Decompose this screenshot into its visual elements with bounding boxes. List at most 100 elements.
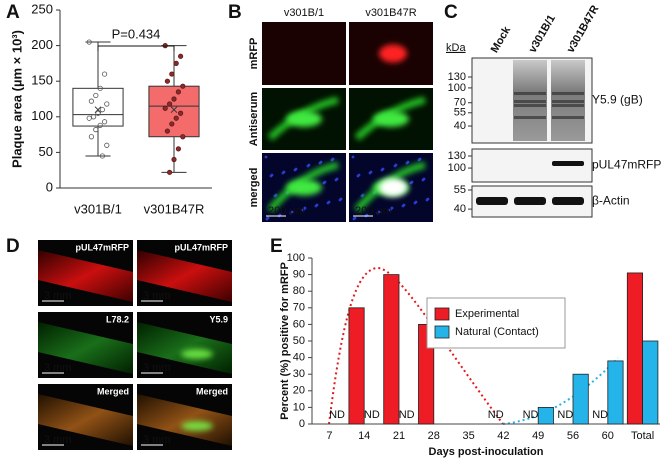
nucleus bbox=[274, 193, 278, 197]
x-tick-label: 35 bbox=[462, 430, 474, 442]
data-point bbox=[164, 78, 170, 84]
tissue bbox=[38, 322, 133, 374]
y-tick-label: 150 bbox=[31, 73, 53, 88]
x-tick-label: 14 bbox=[358, 430, 370, 442]
scale-label: 200 µm bbox=[355, 205, 392, 217]
nucleus bbox=[294, 167, 298, 171]
panel-label: C bbox=[444, 2, 458, 23]
band bbox=[514, 100, 546, 103]
data-point bbox=[162, 105, 168, 111]
y-axis-title: Plaque area (µm × 10³) bbox=[9, 30, 24, 168]
micrograph bbox=[262, 22, 346, 85]
marker-label: 40 bbox=[454, 203, 466, 215]
bar bbox=[642, 340, 659, 425]
nucleus bbox=[264, 155, 268, 159]
unit-label: kDa bbox=[446, 42, 466, 54]
micrograph bbox=[349, 22, 433, 85]
bar bbox=[626, 272, 644, 425]
value-label: ND bbox=[364, 409, 380, 421]
nucleus bbox=[414, 200, 418, 204]
data-point bbox=[104, 101, 110, 107]
y-tick-label: 90 bbox=[293, 269, 305, 281]
data-point bbox=[91, 114, 97, 120]
nucleus bbox=[390, 206, 394, 210]
value-label: ND bbox=[523, 409, 539, 421]
nucleus bbox=[270, 173, 274, 177]
data-point bbox=[88, 134, 95, 140]
micrograph bbox=[349, 153, 433, 222]
nucleus bbox=[406, 160, 410, 164]
band bbox=[514, 116, 546, 119]
band bbox=[552, 161, 584, 166]
y-tick-label: 70 bbox=[293, 302, 305, 314]
micrograph bbox=[262, 153, 346, 222]
panel-label: B bbox=[228, 2, 242, 23]
y-tick-label: 0 bbox=[299, 418, 305, 430]
scale-label: 3 mm bbox=[143, 362, 171, 374]
marker-label: 55 bbox=[454, 184, 466, 196]
nucleus bbox=[323, 180, 327, 184]
band bbox=[552, 100, 584, 103]
data-point bbox=[93, 92, 99, 99]
data-point bbox=[97, 85, 103, 91]
data-point bbox=[88, 98, 95, 104]
nucleus bbox=[418, 157, 422, 161]
y-tick-label: 80 bbox=[293, 285, 305, 297]
bar bbox=[607, 360, 624, 425]
x-tick-label: 42 bbox=[497, 430, 509, 442]
tissue bbox=[38, 394, 133, 446]
marker-label: 130 bbox=[448, 71, 466, 83]
x-tick-label: v301B47R bbox=[144, 201, 205, 216]
image-label: L78.2 bbox=[106, 314, 129, 324]
column-header: v301B/1 bbox=[284, 7, 324, 19]
legend-box bbox=[426, 297, 566, 349]
bar bbox=[537, 406, 554, 425]
data-point bbox=[167, 169, 173, 175]
band bbox=[514, 104, 546, 107]
nucleus bbox=[282, 170, 286, 174]
lane-label: v301B47R bbox=[565, 3, 602, 55]
lane-label: v301B/1 bbox=[527, 13, 558, 55]
nucleus bbox=[331, 157, 335, 161]
band bbox=[552, 197, 584, 205]
nucleus bbox=[290, 210, 294, 214]
green-signal bbox=[181, 349, 213, 359]
nucleus bbox=[410, 180, 414, 184]
x-tick-label: 21 bbox=[393, 430, 405, 442]
blot-label: β-Actin bbox=[592, 194, 630, 208]
value-label: ND bbox=[592, 409, 608, 421]
marker-label: 40 bbox=[454, 120, 466, 132]
scale-label: 3 mm bbox=[143, 434, 171, 446]
nucleus bbox=[394, 163, 398, 167]
y-tick-label: 250 bbox=[31, 1, 53, 16]
x-tick-label: 56 bbox=[567, 430, 579, 442]
mean-marker bbox=[170, 106, 178, 114]
data-point bbox=[102, 71, 108, 77]
nucleus bbox=[369, 170, 373, 174]
data-point bbox=[175, 146, 181, 152]
band bbox=[514, 197, 546, 205]
band bbox=[552, 104, 584, 107]
legend-label: Natural (Contact) bbox=[455, 326, 539, 338]
micrograph bbox=[349, 88, 433, 150]
legend-swatch bbox=[434, 307, 450, 321]
marker-label: 55 bbox=[454, 107, 466, 119]
value-label: ND bbox=[488, 409, 504, 421]
data-point bbox=[104, 142, 110, 148]
data-point bbox=[97, 122, 103, 128]
tissue bbox=[137, 322, 232, 374]
image-label: Merged bbox=[97, 386, 129, 396]
significance-bracket bbox=[97, 45, 175, 51]
nucleus bbox=[351, 155, 355, 159]
tissue bbox=[137, 250, 232, 302]
marker-label: 100 bbox=[448, 82, 466, 94]
row-label: Antiserum bbox=[248, 92, 260, 147]
nucleus bbox=[381, 167, 385, 171]
value-label: ND bbox=[399, 409, 415, 421]
legend-swatch bbox=[434, 325, 450, 339]
column-header: v301B47R bbox=[365, 7, 416, 19]
nucleus bbox=[422, 177, 426, 181]
tissue bbox=[137, 394, 232, 446]
x-tick-label: 7 bbox=[326, 430, 332, 442]
